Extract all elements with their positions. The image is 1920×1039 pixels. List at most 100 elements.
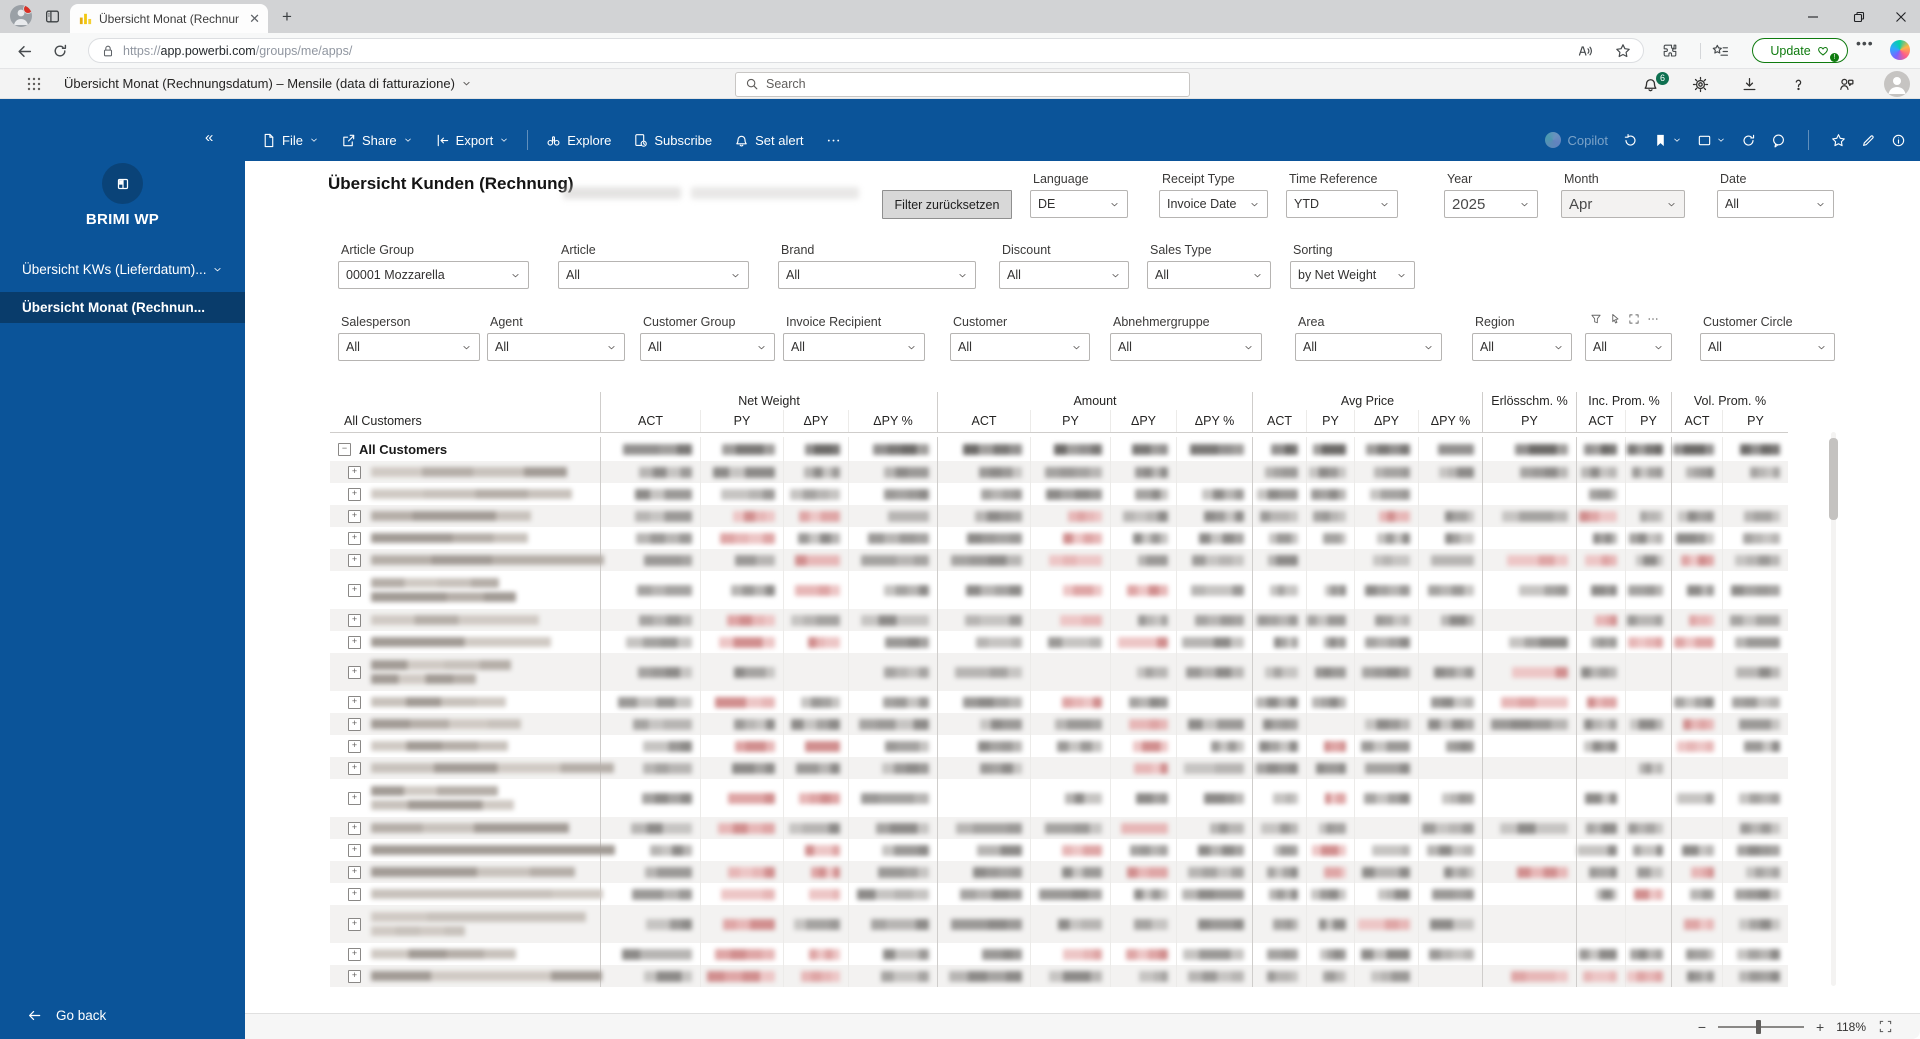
- column-header[interactable]: PY: [1722, 410, 1788, 432]
- user-avatar[interactable]: [1884, 71, 1910, 97]
- expand-row-icon[interactable]: +: [348, 635, 361, 649]
- lock-icon[interactable]: [101, 44, 115, 58]
- read-aloud-icon[interactable]: [1577, 43, 1593, 59]
- expand-row-icon[interactable]: +: [348, 791, 361, 805]
- column-header[interactable]: PY: [700, 410, 783, 432]
- action-info[interactable]: [1891, 133, 1906, 148]
- column-header[interactable]: ACT: [1576, 410, 1625, 432]
- column-header[interactable]: ΔPY: [1110, 410, 1176, 432]
- table-row[interactable]: +: [330, 905, 1788, 943]
- column-header[interactable]: PY: [1306, 410, 1354, 432]
- back-icon[interactable]: [16, 43, 33, 60]
- expand-row-icon[interactable]: +: [348, 865, 361, 879]
- table-row[interactable]: +: [330, 483, 1788, 505]
- row-label-cell[interactable]: +: [330, 839, 615, 861]
- action-share[interactable]: Share: [330, 133, 424, 148]
- search-input[interactable]: Search: [735, 71, 1190, 97]
- vertical-tabs-icon[interactable]: [44, 8, 61, 25]
- action-explore[interactable]: Explore: [535, 133, 622, 148]
- copilot-icon[interactable]: [1890, 40, 1910, 60]
- browser-tab[interactable]: Übersicht Monat (Rechnungsdatu ✕: [70, 4, 268, 33]
- column-header[interactable]: ACT: [1671, 410, 1722, 432]
- expand-row-icon[interactable]: +: [348, 717, 361, 731]
- row-label-cell[interactable]: +: [330, 483, 600, 505]
- column-header[interactable]: ΔPY %: [1176, 410, 1252, 432]
- column-header[interactable]: PY: [1625, 410, 1671, 432]
- expand-row-icon[interactable]: +: [348, 583, 361, 597]
- expand-icon[interactable]: [1628, 313, 1640, 325]
- slicer-customer-group[interactable]: All: [640, 333, 775, 361]
- download-icon[interactable]: [1741, 76, 1758, 93]
- column-header[interactable]: ACT: [1252, 410, 1306, 432]
- table-row[interactable]: +: [330, 883, 1788, 905]
- notifications-bell-icon[interactable]: [1642, 76, 1659, 93]
- table-row[interactable]: +: [330, 571, 1788, 609]
- row-label-cell[interactable]: +: [330, 965, 602, 987]
- table-row[interactable]: +: [330, 839, 1788, 861]
- reset-filters-button[interactable]: Filter zurücksetzen: [882, 190, 1012, 219]
- favorites-hub-icon[interactable]: [1712, 43, 1729, 60]
- collapse-sidebar-icon[interactable]: «: [205, 129, 214, 146]
- tab-close-icon[interactable]: ✕: [249, 10, 260, 26]
- table-row[interactable]: +: [330, 735, 1788, 757]
- slicer-article[interactable]: All: [558, 261, 749, 289]
- expand-row-icon[interactable]: +: [348, 969, 361, 983]
- table-row[interactable]: +: [330, 609, 1788, 631]
- settings-gear-icon[interactable]: [1692, 76, 1709, 93]
- row-label-cell[interactable]: +: [330, 779, 600, 817]
- row-label-cell[interactable]: +: [330, 883, 603, 905]
- table-row[interactable]: +: [330, 965, 1788, 987]
- table-row[interactable]: +: [330, 653, 1788, 691]
- row-label-cell[interactable]: +: [330, 653, 600, 691]
- pointer-icon[interactable]: [1609, 313, 1621, 325]
- row-label-cell[interactable]: +: [330, 571, 600, 609]
- expand-row-icon[interactable]: +: [348, 465, 361, 479]
- row-label-cell[interactable]: +: [330, 527, 600, 549]
- column-header[interactable]: ΔPY %: [848, 410, 937, 432]
- slicer-year[interactable]: 2025: [1444, 190, 1538, 218]
- expand-row-icon[interactable]: +: [348, 613, 361, 627]
- collapse-row-icon[interactable]: −: [338, 442, 351, 456]
- zoom-in-icon[interactable]: +: [1816, 1018, 1825, 1035]
- table-row[interactable]: +: [330, 527, 1788, 549]
- go-back-button[interactable]: Go back: [27, 1008, 106, 1023]
- slicer-date[interactable]: All: [1717, 190, 1834, 218]
- expand-row-icon[interactable]: +: [348, 695, 361, 709]
- expand-row-icon[interactable]: +: [348, 739, 361, 753]
- expand-row-icon[interactable]: +: [348, 947, 361, 961]
- sidebar-item-übersicht-kws-lieferdatum[interactable]: Übersicht KWs (Lieferdatum)...: [0, 256, 245, 283]
- extensions-puzzle-icon[interactable]: [1662, 43, 1678, 59]
- table-row[interactable]: +: [330, 549, 1788, 571]
- funnel-icon[interactable]: [1590, 313, 1602, 325]
- row-label-cell[interactable]: +: [330, 713, 600, 735]
- table-row[interactable]: +: [330, 713, 1788, 735]
- expand-row-icon[interactable]: +: [348, 887, 361, 901]
- favorite-star-icon[interactable]: [1615, 43, 1631, 59]
- slicer-region[interactable]: All: [1472, 333, 1572, 361]
- zoom-out-icon[interactable]: −: [1697, 1018, 1706, 1035]
- expand-row-icon[interactable]: +: [348, 761, 361, 775]
- action-star[interactable]: [1831, 133, 1846, 148]
- action-refresh[interactable]: [1741, 133, 1756, 148]
- expand-row-icon[interactable]: +: [348, 843, 361, 857]
- expand-row-icon[interactable]: +: [348, 821, 361, 835]
- vertical-scrollbar-track[interactable]: [1831, 432, 1836, 986]
- table-row[interactable]: +: [330, 757, 1788, 779]
- sidebar-item-übersicht-monat-rechnun[interactable]: Übersicht Monat (Rechnun...: [0, 292, 245, 323]
- dots-icon[interactable]: [1647, 313, 1659, 325]
- slicer-salesperson[interactable]: All: [338, 333, 480, 361]
- row-label-cell[interactable]: +: [330, 735, 600, 757]
- slicer-agent[interactable]: All: [487, 333, 625, 361]
- table-row[interactable]: +: [330, 631, 1788, 653]
- expand-row-icon[interactable]: +: [348, 665, 361, 679]
- slicer-language[interactable]: DE: [1030, 190, 1128, 218]
- action-undo[interactable]: [1623, 133, 1638, 148]
- window-minimize-button[interactable]: [1790, 0, 1836, 33]
- action-set-alert[interactable]: Set alert: [723, 133, 814, 148]
- action-pencil[interactable]: [1861, 133, 1876, 148]
- row-label-cell[interactable]: +: [330, 817, 600, 839]
- table-row[interactable]: +: [330, 461, 1788, 483]
- fit-to-screen-icon[interactable]: [1878, 1019, 1893, 1034]
- slicer-discount[interactable]: All: [999, 261, 1129, 289]
- action-viewrect[interactable]: [1697, 133, 1726, 148]
